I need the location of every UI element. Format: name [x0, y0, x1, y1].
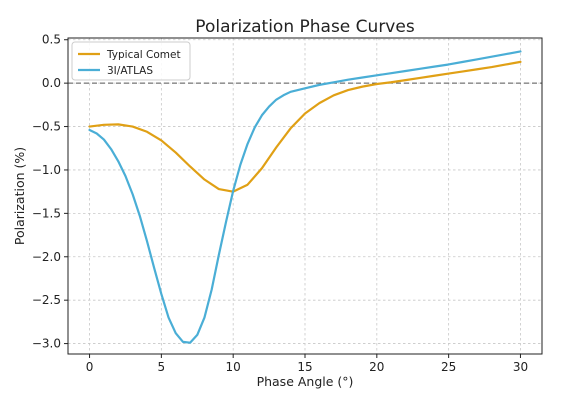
legend-box: [71, 41, 191, 81]
y-axis-label: Polarization (%): [12, 147, 27, 245]
x-tick-label: 15: [297, 360, 312, 374]
x-axis-label: Phase Angle (°): [257, 374, 354, 389]
series-line-3i-atlas: [88, 50, 522, 344]
x-tick-label: 5: [158, 360, 166, 374]
x-tick-label: 20: [369, 360, 384, 374]
y-tick-label: −3.0: [32, 337, 61, 351]
y-tick-label: −1.5: [32, 206, 61, 220]
gridlines: [68, 38, 542, 354]
legend: Typical Comet 3I/ATLAS: [71, 41, 191, 81]
y-tick-label: −1.0: [32, 163, 61, 177]
y-tick-label: −0.5: [32, 120, 61, 134]
series-lines: [88, 50, 522, 344]
x-tick-label: 0: [86, 360, 94, 374]
y-tick-label: 0.5: [42, 33, 61, 47]
x-tick-label: 10: [226, 360, 241, 374]
series-line-typical-comet: [88, 60, 522, 193]
chart-title: Polarization Phase Curves: [195, 17, 415, 37]
legend-label: 3I/ATLAS: [107, 65, 153, 77]
legend-label: Typical Comet: [106, 49, 181, 61]
y-tick-label: −2.5: [32, 293, 61, 307]
y-axis-ticks: 0.5 0.0 −0.5 −1.0 −1.5 −2.0 −2.5 −3.0: [32, 33, 68, 351]
x-tick-label: 30: [513, 360, 528, 374]
x-axis-ticks: 0 5 10 15 20 25 30: [86, 354, 528, 374]
y-tick-label: −2.0: [32, 250, 61, 264]
x-tick-label: 25: [441, 360, 456, 374]
y-tick-label: 0.0: [42, 76, 61, 90]
